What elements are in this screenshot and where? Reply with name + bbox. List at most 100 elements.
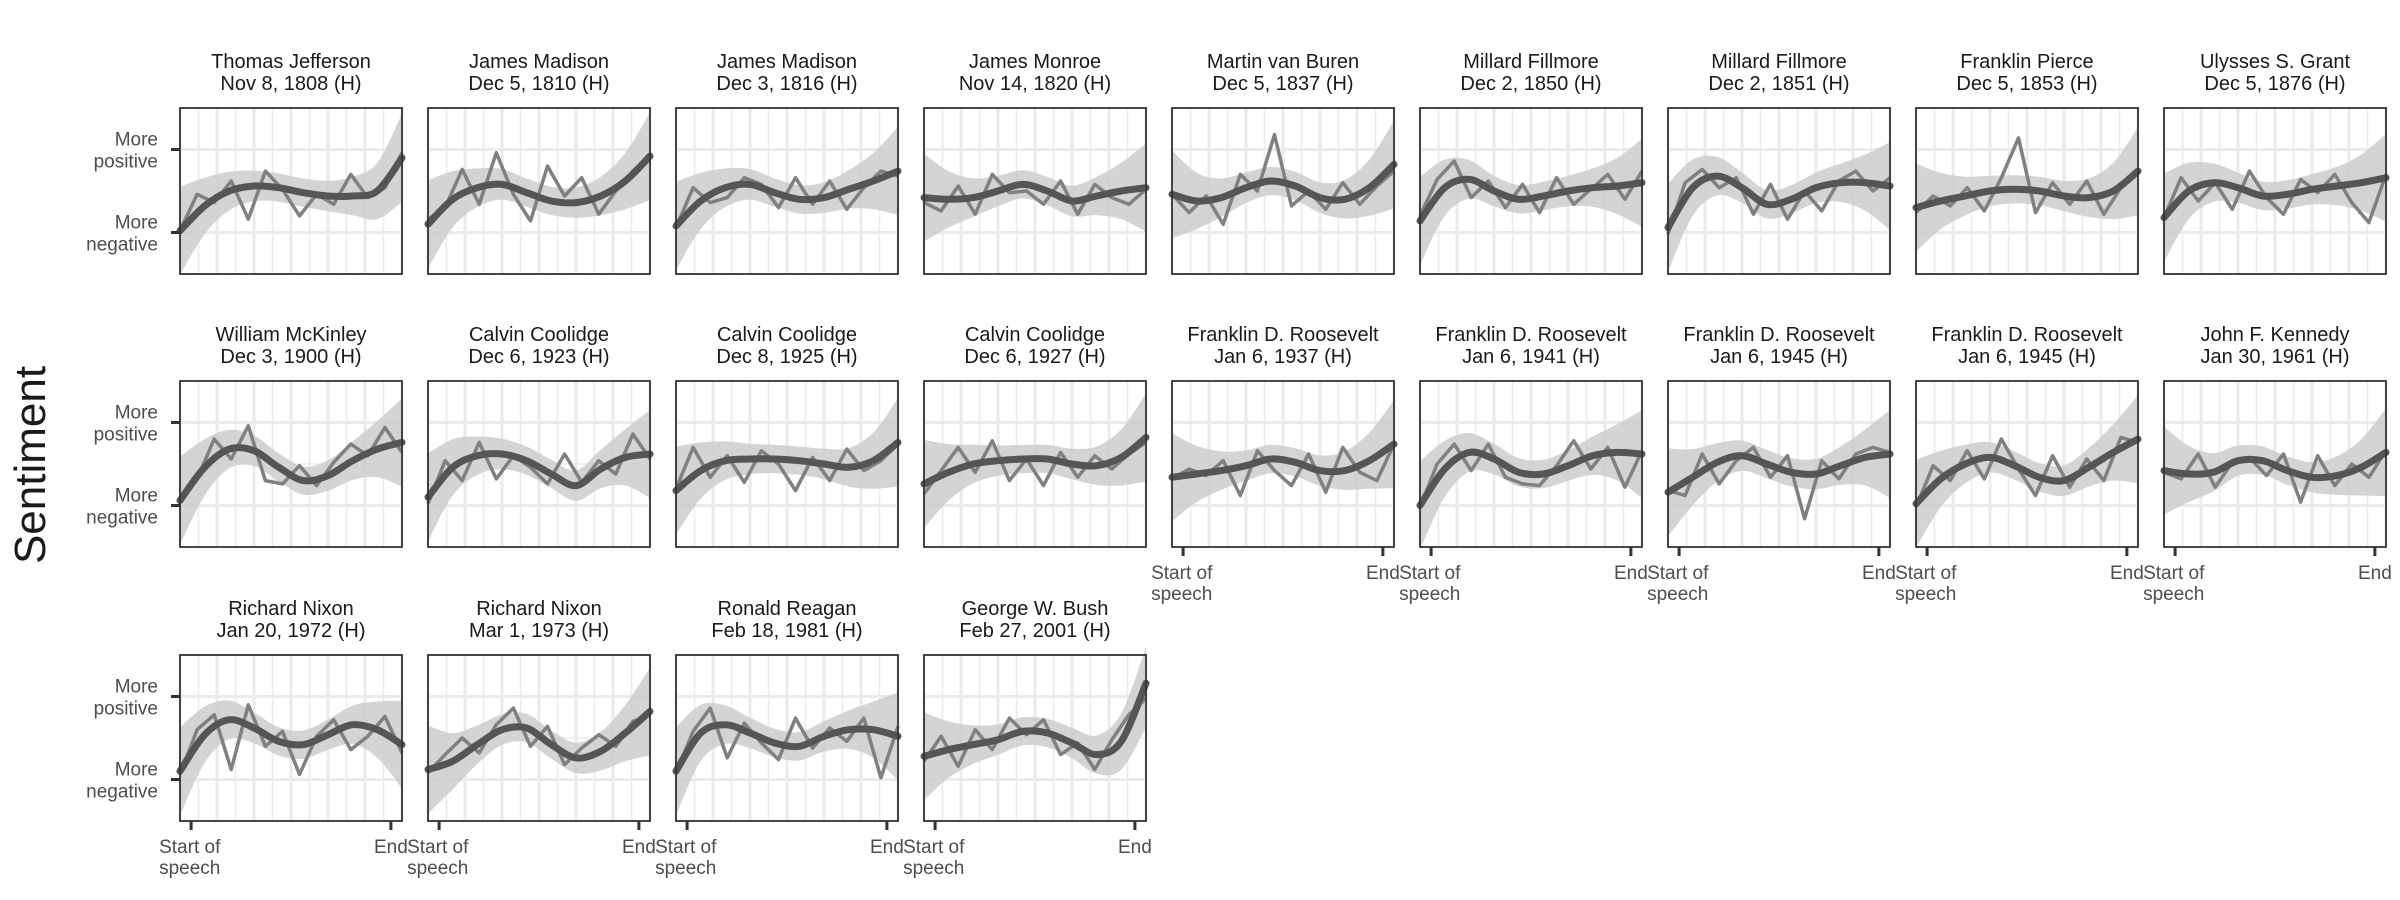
panel-frame — [427, 654, 651, 822]
x-tick-label: End — [1614, 563, 1648, 584]
smooth-sentiment-line — [672, 721, 902, 775]
x-tick-label: Start of speech — [903, 837, 965, 879]
panel-frame — [1667, 107, 1891, 275]
panel-title-name: John F. Kennedy — [2201, 324, 2350, 346]
panel-title-name: Franklin D. Roosevelt — [1683, 324, 1875, 346]
panel-title-name: George W. Bush — [962, 598, 1109, 620]
smooth-sentiment-line — [672, 167, 902, 230]
x-tick-label: End — [1118, 837, 1152, 858]
smooth-sentiment-line — [424, 707, 654, 773]
panel-title-date: Jan 6, 1941 (H) — [1462, 346, 1600, 368]
x-tick-label: End — [870, 837, 904, 858]
panel-frame — [1915, 107, 2139, 275]
panel-title-date: Mar 1, 1973 (H) — [469, 620, 609, 642]
smooth-sentiment-line — [1912, 435, 2142, 508]
raw-sentiment-line — [922, 439, 1147, 495]
panel-title-date: Dec 2, 1851 (H) — [1708, 73, 1849, 95]
y-tick-label: More negative — [86, 760, 158, 803]
panel-title-date: Dec 5, 1876 (H) — [2204, 73, 2345, 95]
panel-frame — [2163, 380, 2387, 548]
y-tick-label: More positive — [94, 130, 158, 173]
panel-title-date: Jan 6, 1937 (H) — [1214, 346, 1352, 368]
smooth-sentiment-line — [176, 716, 406, 775]
panel-title-date: Jan 30, 1961 (H) — [2201, 346, 2350, 368]
raw-sentiment-line — [426, 432, 652, 505]
raw-sentiment-line — [1914, 435, 2139, 508]
x-tick-label: Start of speech — [1895, 563, 1957, 605]
smooth-sentiment-line — [2160, 448, 2390, 482]
smooth-sentiment-line — [672, 438, 902, 495]
x-tick-label: Start of speech — [1151, 563, 1213, 605]
x-tick-label: Start of speech — [159, 837, 221, 879]
x-tick-label: End — [622, 837, 656, 858]
smooth-sentiment-line — [1168, 160, 1398, 205]
panel-frame — [1915, 380, 2139, 548]
raw-sentiment-line — [922, 696, 1148, 772]
panel-frame — [179, 107, 403, 275]
panel-frame — [923, 107, 1147, 275]
panel-title-name: Ulysses S. Grant — [2200, 51, 2350, 73]
panel-title-date: Dec 5, 1837 (H) — [1212, 73, 1353, 95]
panel-title-name: Millard Fillmore — [1711, 51, 1847, 73]
panel-title-name: Calvin Coolidge — [965, 324, 1105, 346]
x-tick-label: Start of speech — [1399, 563, 1461, 605]
confidence-band — [428, 667, 650, 814]
panel-title-name: James Madison — [717, 51, 857, 73]
panel-frame — [1419, 380, 1643, 548]
smooth-sentiment-line — [1168, 440, 1398, 481]
panel-title-date: Jan 6, 1945 (H) — [1710, 346, 1848, 368]
panel-title-date: Nov 14, 1820 (H) — [959, 73, 1111, 95]
panel-title-date: Jan 20, 1972 (H) — [217, 620, 366, 642]
panel-title-date: Dec 5, 1853 (H) — [1956, 73, 2097, 95]
smooth-sentiment-line — [1416, 175, 1646, 225]
smooth-sentiment-line — [1416, 448, 1646, 509]
confidence-band — [924, 143, 1146, 242]
panel-title-date: Jan 6, 1945 (H) — [1958, 346, 2096, 368]
raw-sentiment-line — [674, 706, 900, 780]
x-tick-label: End — [2110, 563, 2144, 584]
raw-sentiment-line — [2162, 169, 2388, 225]
confidence-band — [180, 113, 402, 275]
smooth-sentiment-line — [920, 180, 1150, 205]
panel-frame — [923, 380, 1147, 548]
x-tick-label: Start of speech — [407, 837, 469, 879]
panel-frame — [179, 380, 403, 548]
x-tick-label: Start of speech — [1647, 563, 1709, 605]
panel-frame — [675, 654, 899, 822]
panel-title-date: Dec 6, 1927 (H) — [964, 346, 1105, 368]
smooth-sentiment-line — [176, 154, 406, 235]
panel-frame — [179, 654, 403, 822]
smooth-sentiment-line — [920, 679, 1150, 760]
panel-frame — [675, 107, 899, 275]
panel-title-name: Franklin Pierce — [1960, 51, 2093, 73]
panel-title-name: James Monroe — [969, 51, 1101, 73]
confidence-band — [676, 398, 898, 535]
panel-title-date: Dec 5, 1810 (H) — [468, 73, 609, 95]
y-tick-label: More negative — [86, 486, 158, 529]
raw-sentiment-line — [674, 169, 899, 229]
smooth-sentiment-line — [176, 438, 406, 504]
panel-frame — [427, 107, 651, 275]
smooth-sentiment-line — [424, 450, 654, 501]
panel-title-name: James Madison — [469, 51, 609, 73]
panel-title-name: William McKinley — [215, 324, 366, 346]
smooth-sentiment-line — [1912, 167, 2142, 212]
panel-title-name: Franklin D. Roosevelt — [1435, 324, 1627, 346]
x-tick-label: End — [374, 837, 408, 858]
